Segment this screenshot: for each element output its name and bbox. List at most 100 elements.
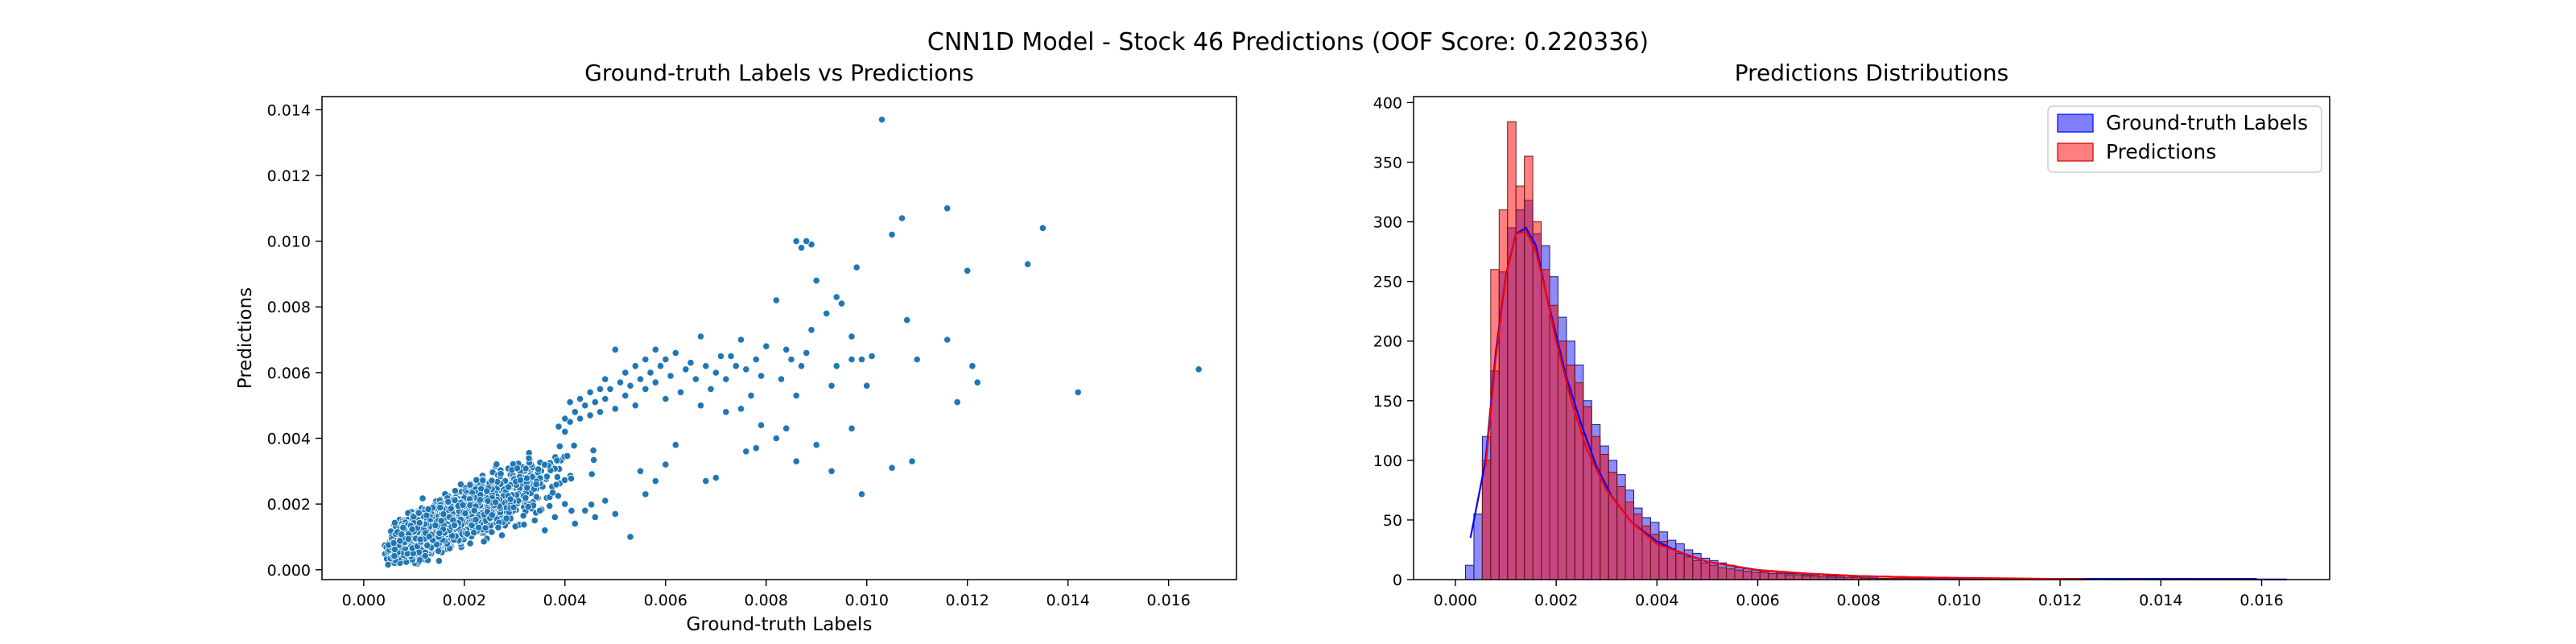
scatter-point (682, 365, 690, 374)
y-tick-label: 350 (1373, 154, 1402, 171)
scatter-point (888, 230, 896, 238)
scatter-point (676, 388, 685, 396)
scatter-point (712, 369, 720, 377)
scatter-point (436, 529, 444, 537)
scatter-point (415, 518, 423, 527)
scatter-point (415, 556, 424, 564)
scatter-point (566, 398, 574, 407)
scatter-point (561, 427, 569, 436)
scatter-point (535, 465, 543, 473)
scatter-point (497, 469, 505, 478)
scatter-point (589, 446, 597, 455)
scatter-point (877, 116, 886, 124)
histogram-bar (1515, 185, 1525, 580)
y-tick-label: 100 (1373, 452, 1402, 470)
scatter-point (636, 375, 645, 383)
scatter-point (848, 355, 856, 364)
scatter-point (1195, 365, 1203, 374)
scatter-point (631, 402, 639, 410)
y-tick-label: 400 (1373, 94, 1402, 112)
scatter-point (463, 530, 472, 538)
legend-swatch-ground-truth (2057, 114, 2094, 133)
histogram-bar (1541, 269, 1550, 580)
scatter-point (642, 490, 650, 498)
scatter-point (616, 378, 625, 386)
legend-label-predictions: Predictions (2106, 140, 2216, 163)
scatter-point (803, 349, 811, 357)
scatter-point (444, 497, 452, 506)
scatter-point (1074, 388, 1082, 396)
scatter-point (953, 398, 961, 407)
scatter-point (586, 411, 594, 419)
scatter-point (656, 362, 665, 370)
scatter-point (792, 391, 800, 399)
scatter-point (571, 408, 579, 416)
scatter-point (716, 352, 725, 360)
scatter-point (596, 408, 605, 416)
scatter-point (522, 474, 531, 482)
scatter-point (742, 365, 750, 374)
histogram-bar (1574, 382, 1584, 580)
scatter-point (671, 441, 679, 449)
scatter-point (541, 526, 549, 535)
scatter-point (511, 522, 519, 530)
scatter-point (419, 494, 427, 502)
scatter-point (747, 391, 755, 399)
scatter-point (450, 521, 459, 530)
scatter-point (868, 352, 876, 360)
histogram-bar (1608, 472, 1618, 580)
scatter-x-ticks: 0.000 0.002 0.004 0.006 0.008 0.010 0.012 0.014… (342, 580, 1191, 609)
scatter-point (421, 551, 429, 560)
x-tick-label: 0.004 (1635, 592, 1678, 609)
scatter-point (480, 538, 488, 546)
scatter-point (516, 476, 525, 485)
histogram-bar (1624, 502, 1635, 580)
scatter-point (564, 452, 572, 460)
scatter-axes-frame (321, 96, 1237, 580)
scatter-point (696, 402, 705, 410)
scatter-point (520, 521, 528, 529)
scatter-point (591, 398, 599, 407)
scatter-point (848, 424, 856, 432)
histogram-y-ticks: 0 50 100 150 200 250 300 350 400 (1373, 94, 1414, 589)
scatter-point (651, 378, 659, 386)
scatter-point (530, 516, 539, 525)
scatter-point (548, 489, 557, 497)
scatter-point (687, 358, 695, 367)
scatter-point (571, 519, 579, 528)
scatter-point (803, 237, 811, 246)
scatter-y-ticks: 0.000 0.002 0.004 0.006 0.008 0.010 0.012 0.014 (267, 101, 322, 580)
histogram-bar (1726, 568, 1736, 580)
scatter-point (712, 473, 720, 482)
scatter-point (742, 448, 750, 456)
histogram-bar (1481, 460, 1492, 580)
scatter-point (611, 405, 619, 413)
scatter-point (737, 405, 745, 413)
scatter-point (513, 464, 522, 473)
histogram-bar (1776, 573, 1786, 580)
scatter-point (828, 467, 836, 475)
scatter-point (494, 523, 502, 531)
scatter-point (696, 332, 705, 341)
scatter-point (560, 476, 569, 485)
histogram-bar (1600, 453, 1609, 580)
scatter-point (479, 477, 487, 485)
histogram-bar (1683, 556, 1694, 580)
scatter-point (561, 500, 569, 508)
scatter-point (828, 382, 836, 390)
scatter-point (568, 506, 576, 515)
scatter-point (832, 293, 840, 301)
scatter-point (415, 509, 423, 517)
kde-line-predictions (1484, 230, 2086, 580)
scatter-point (757, 421, 766, 429)
scatter-point (390, 545, 398, 554)
scatter-point (456, 481, 465, 489)
scatter-point (525, 454, 533, 462)
scatter-point (437, 517, 445, 525)
scatter-point (404, 535, 412, 543)
y-tick-label: 250 (1373, 274, 1402, 291)
histogram-bar (1532, 221, 1542, 580)
scatter-point (567, 474, 576, 483)
scatter-point (570, 441, 578, 450)
scatter-point (472, 515, 480, 524)
